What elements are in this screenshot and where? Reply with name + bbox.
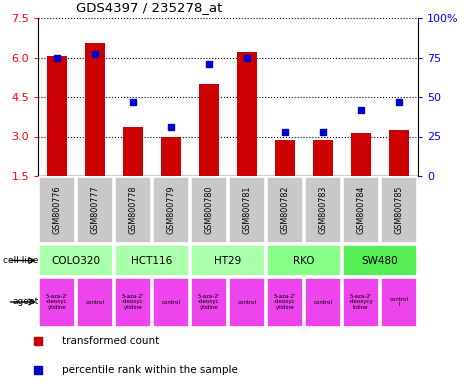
Text: control: control (314, 300, 332, 305)
Text: 5-aza-2'
-deoxycy
tidine: 5-aza-2' -deoxycy tidine (349, 294, 373, 310)
Bar (161, 136, 181, 176)
Bar (305, 177, 341, 243)
Bar (389, 130, 409, 176)
Text: GSM800781: GSM800781 (243, 186, 251, 234)
Text: RKO: RKO (293, 255, 315, 265)
Bar (85, 43, 105, 176)
Bar (343, 278, 379, 326)
Bar (381, 278, 417, 326)
Bar (343, 177, 379, 243)
Bar (305, 278, 341, 326)
Bar (115, 177, 151, 243)
Text: GSM800785: GSM800785 (395, 186, 403, 234)
Bar (115, 278, 151, 326)
Bar (351, 132, 371, 176)
Bar (191, 177, 227, 243)
Text: GSM800782: GSM800782 (281, 186, 289, 234)
Bar (115, 245, 189, 276)
Bar (153, 278, 189, 326)
Text: GSM800776: GSM800776 (53, 186, 61, 234)
Text: GSM800780: GSM800780 (205, 186, 213, 234)
Bar (343, 245, 417, 276)
Text: 5-aza-2'
-deoxyc
ytidine: 5-aza-2' -deoxyc ytidine (46, 294, 68, 310)
Text: COLO320: COLO320 (51, 255, 101, 265)
Text: GSM800784: GSM800784 (357, 186, 365, 234)
Text: GSM800779: GSM800779 (167, 186, 175, 234)
Text: GSM800778: GSM800778 (129, 186, 137, 234)
Bar (275, 141, 295, 176)
Text: control: control (86, 300, 104, 305)
Text: 5-aza-2'
-deoxyc
ytidine: 5-aza-2' -deoxyc ytidine (122, 294, 144, 310)
Text: GDS4397 / 235278_at: GDS4397 / 235278_at (76, 1, 222, 14)
Bar (153, 177, 189, 243)
Bar (77, 278, 113, 326)
Text: 5-aza-2'
-deoxyc
ytidine: 5-aza-2' -deoxyc ytidine (198, 294, 220, 310)
Bar (39, 278, 75, 326)
Bar (191, 278, 227, 326)
Text: cell line: cell line (3, 256, 39, 265)
Text: SW480: SW480 (361, 255, 399, 265)
Bar (199, 84, 219, 176)
Text: transformed count: transformed count (62, 336, 159, 346)
Text: HCT116: HCT116 (132, 255, 172, 265)
Text: GSM800783: GSM800783 (319, 186, 327, 234)
Bar (191, 245, 265, 276)
Bar (267, 278, 303, 326)
Bar (229, 278, 265, 326)
Bar (77, 177, 113, 243)
Bar (267, 245, 341, 276)
Text: 5-aza-2'
-deoxyc
ytidine: 5-aza-2' -deoxyc ytidine (274, 294, 296, 310)
Text: control: control (162, 300, 180, 305)
Bar (39, 177, 75, 243)
Text: control
l: control l (390, 296, 408, 308)
Bar (39, 245, 113, 276)
Bar (229, 177, 265, 243)
Bar (313, 141, 333, 176)
Bar (47, 56, 67, 176)
Bar (237, 52, 257, 176)
Text: GSM800777: GSM800777 (91, 186, 99, 234)
Text: agent: agent (12, 298, 39, 306)
Bar (381, 177, 417, 243)
Text: percentile rank within the sample: percentile rank within the sample (62, 365, 238, 375)
Bar (267, 177, 303, 243)
Text: HT29: HT29 (214, 255, 242, 265)
Text: control: control (238, 300, 256, 305)
Bar (123, 127, 143, 176)
